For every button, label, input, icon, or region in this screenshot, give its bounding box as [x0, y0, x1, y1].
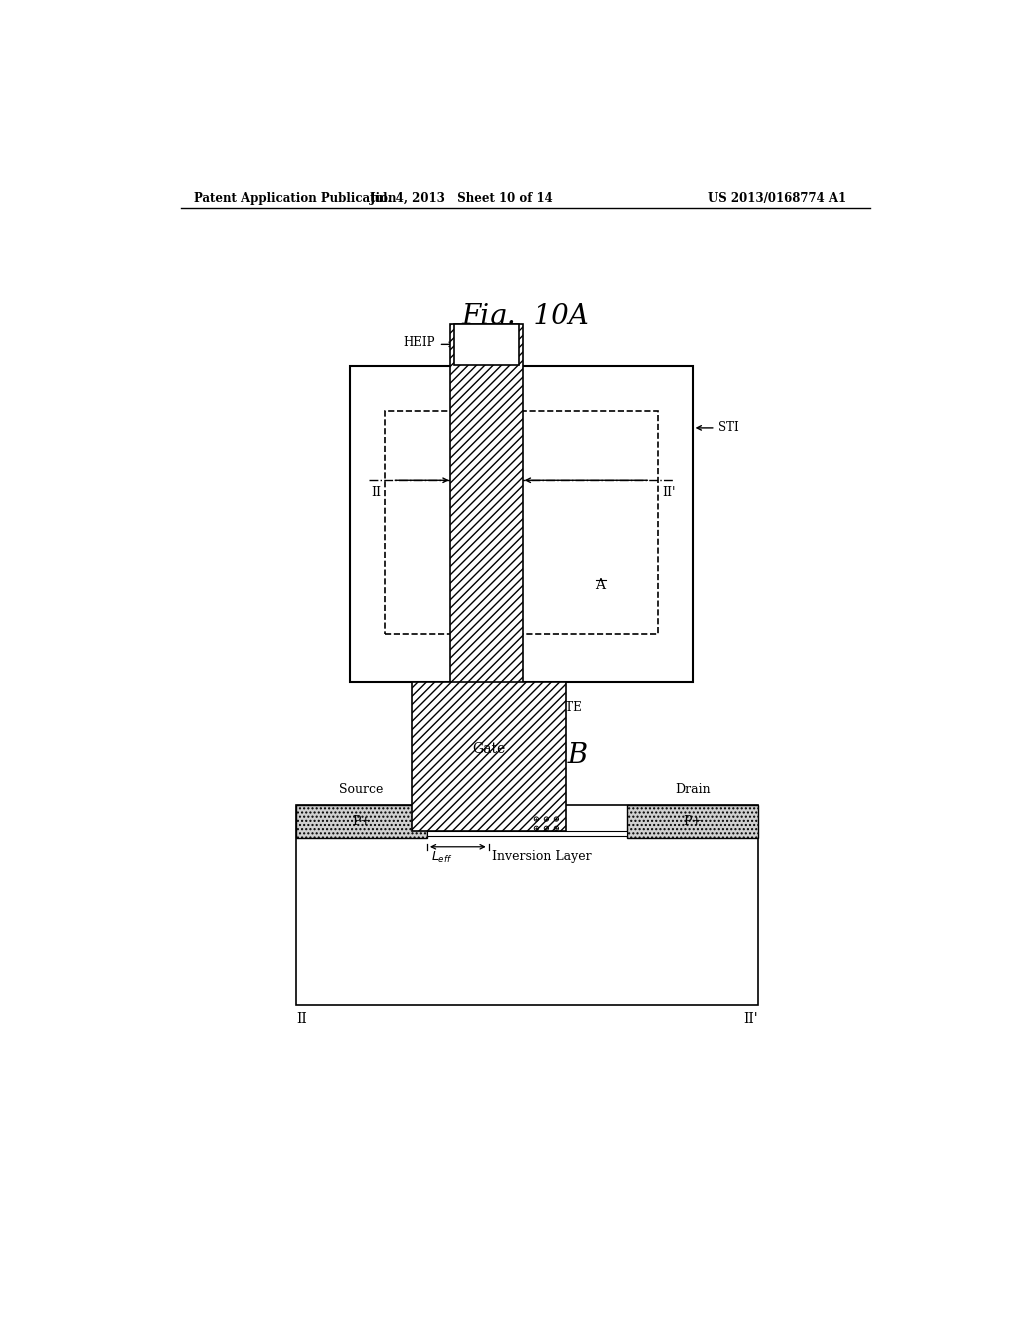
Text: Drain: Drain	[675, 783, 711, 796]
Bar	[412, 682, 565, 832]
Text: Fig.  10B: Fig. 10B	[461, 742, 589, 768]
Text: Patent Application Publication: Patent Application Publication	[194, 191, 396, 205]
Text: II: II	[296, 1012, 307, 1026]
Text: A: A	[595, 578, 605, 593]
Text: II: II	[371, 487, 381, 499]
Bar	[427, 832, 628, 836]
Text: $L_{eff}$: $L_{eff}$	[431, 850, 453, 865]
Text: P+: P+	[683, 814, 702, 828]
Bar	[385, 411, 658, 635]
Text: II': II'	[662, 487, 676, 499]
Text: II': II'	[743, 1012, 758, 1026]
Bar	[350, 366, 692, 682]
Text: Fig.  10A: Fig. 10A	[461, 302, 589, 330]
Text: Source: Source	[339, 783, 384, 796]
Text: Jul. 4, 2013   Sheet 10 of 14: Jul. 4, 2013 Sheet 10 of 14	[370, 191, 554, 205]
Text: HEIP: HEIP	[403, 337, 435, 350]
Bar	[296, 805, 758, 1006]
Bar	[451, 323, 523, 721]
Text: Inversion Layer: Inversion Layer	[493, 850, 592, 863]
Bar	[296, 805, 427, 838]
Bar	[454, 323, 519, 364]
Text: P+: P+	[352, 814, 371, 828]
Text: US 2013/0168774 A1: US 2013/0168774 A1	[708, 191, 846, 205]
Text: Gate: Gate	[472, 742, 505, 756]
Text: STI: STI	[718, 421, 739, 434]
Bar	[628, 805, 758, 838]
Text: GATE: GATE	[549, 701, 583, 714]
